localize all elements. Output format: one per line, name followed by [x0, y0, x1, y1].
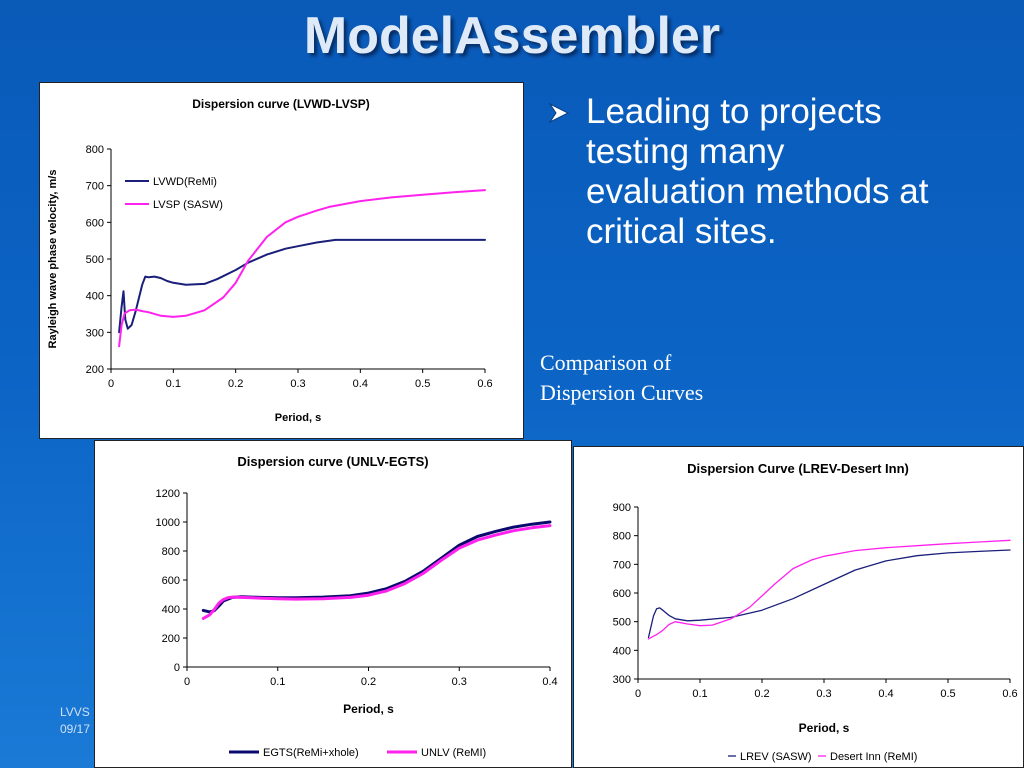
arrow-bullet-icon — [548, 102, 570, 124]
c2-x-label: Period, s — [343, 702, 394, 716]
c1-x-tick-label: 0.1 — [166, 378, 181, 390]
c2-y-tick-label: 0 — [174, 662, 180, 674]
c3-x-tick-label: 0.2 — [754, 688, 769, 700]
c3-y-tick-label: 700 — [613, 559, 631, 571]
c3-y-tick-label: 400 — [613, 645, 631, 657]
c1-x-tick-label: 0.5 — [415, 378, 430, 390]
slide-title: ModelAssembler — [303, 7, 721, 65]
c1-x-tick-label: 0 — [108, 378, 114, 390]
c2-x-tick-label: 0 — [184, 676, 190, 688]
c3-x-label: Period, s — [799, 721, 850, 735]
c2-y-tick-label: 200 — [162, 633, 180, 645]
footer-text: LVVS 09/17 — [60, 704, 90, 738]
c1-series-line-2 — [118, 189, 486, 348]
c1-x-tick-label: 0.3 — [290, 378, 305, 390]
c2-legend-label-1: EGTS(ReMi+xhole) — [263, 747, 359, 759]
c1-y-tick-label: 800 — [86, 144, 104, 156]
c3-y-tick-label: 600 — [613, 588, 631, 600]
c1-x-tick-label: 0.4 — [353, 378, 368, 390]
chart-lvwd-lvsp: Dispersion curve (LVWD-LVSP) 200 300 400 500… — [39, 82, 524, 439]
c2-y-tick-label: 1000 — [156, 517, 180, 529]
c3-y-tick-label: 800 — [613, 531, 631, 543]
chart-lrev-desert-inn: Dispersion Curve (LREV-Desert Inn) 300 400… — [573, 446, 1024, 768]
footer-line-2: 09/17 — [60, 722, 91, 736]
c2-x-tick-label: 0.2 — [361, 676, 376, 688]
c1-series-line-1 — [118, 238, 486, 334]
c3-x-tick-label: 0.1 — [692, 688, 707, 700]
chart-unlv-egts-svg: Dispersion curve (UNLV-EGTS) 0 200 400 600 80… — [156, 454, 558, 759]
c2-y-tick-label: 400 — [162, 604, 180, 616]
c3-y-tick-label: 500 — [613, 617, 631, 629]
caption-line-2: Dispersion Curves — [540, 380, 704, 405]
c3-series-line-2 — [647, 539, 1011, 640]
chart-lvwd-lvsp-svg: Dispersion curve (LVWD-LVSP) 200 300 400 500… — [47, 97, 493, 424]
c2-x-tick-label: 0.4 — [542, 676, 557, 688]
c1-title: Dispersion curve (LVWD-LVSP) — [192, 97, 370, 111]
c1-y-tick-label: 300 — [86, 327, 104, 339]
c1-y-tick-label: 600 — [86, 217, 104, 229]
c2-series-line-2 — [201, 524, 552, 620]
chart-unlv-egts: Dispersion curve (UNLV-EGTS) 0 200 400 600 80… — [94, 440, 572, 768]
c2-x-tick-label: 0.1 — [270, 676, 285, 688]
chart-lrev-desert-inn-svg: Dispersion Curve (LREV-Desert Inn) 300 400… — [613, 461, 1018, 763]
c1-legend-label-2: LVSP (SASW) — [153, 199, 223, 211]
c3-x-tick-label: 0.4 — [878, 688, 893, 700]
c2-legend-label-2: UNLV (ReMI) — [421, 747, 486, 759]
c3-y-tick-label: 300 — [613, 674, 631, 686]
c2-y-tick-label: 1200 — [156, 488, 180, 500]
c3-legend-label-1: LREV (SASW) — [740, 751, 812, 763]
c3-x-tick-label: 0.5 — [940, 688, 955, 700]
c3-legend-label-2: Desert Inn (ReMI) — [830, 751, 917, 763]
footer-line-1: LVVS — [60, 705, 90, 719]
caption: Comparison of Dispersion Curves — [540, 348, 780, 408]
c1-y-label: Rayleigh wave phase velocity, m/s — [47, 170, 59, 349]
c2-y-tick-label: 800 — [162, 546, 180, 558]
bullet-point: Leading to projects testing many evaluat… — [548, 92, 952, 252]
c2-x-tick-label: 0.3 — [452, 676, 467, 688]
c1-y-tick-label: 400 — [86, 291, 104, 303]
c1-x-label: Period, s — [275, 412, 321, 424]
c1-x-tick-label: 0.6 — [477, 378, 492, 390]
c3-y-tick-label: 900 — [613, 502, 631, 514]
c3-x-tick-label: 0.3 — [816, 688, 831, 700]
c3-x-tick-label: 0.6 — [1002, 688, 1017, 700]
c1-y-tick-label: 700 — [86, 181, 104, 193]
c1-y-tick-label: 200 — [86, 364, 104, 376]
c2-y-tick-label: 600 — [162, 575, 180, 587]
c3-title: Dispersion Curve (LREV-Desert Inn) — [687, 461, 909, 476]
bullet-text: Leading to projects testing many evaluat… — [586, 92, 929, 251]
c2-title: Dispersion curve (UNLV-EGTS) — [237, 454, 428, 469]
caption-line-1: Comparison of — [540, 350, 672, 375]
c3-x-tick-label: 0 — [635, 688, 641, 700]
c3-series-line-1 — [647, 549, 1011, 639]
c1-x-tick-label: 0.2 — [228, 378, 243, 390]
c1-legend-label-1: LVWD(ReMi) — [153, 176, 217, 188]
c1-y-tick-label: 500 — [86, 254, 104, 266]
